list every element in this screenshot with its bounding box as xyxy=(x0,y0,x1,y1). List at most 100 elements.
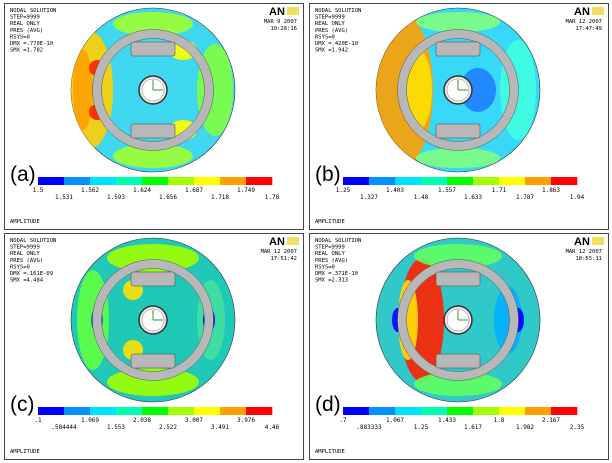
legend-label: 3.007 xyxy=(185,417,203,424)
legend-label: 1.749 xyxy=(237,187,255,194)
legend-label: 1.687 xyxy=(185,187,203,194)
ring-edge xyxy=(406,38,510,142)
time: 10:28:16 xyxy=(271,26,298,32)
header-line: PRES (AVG) xyxy=(10,258,43,264)
legend-swatch xyxy=(90,177,117,185)
legend-label: 1.94 xyxy=(570,194,585,201)
legend-swatch xyxy=(369,407,396,415)
legend-label: 2.35 xyxy=(570,424,585,431)
legend-label: 1.557 xyxy=(438,187,456,194)
magnet xyxy=(435,123,481,139)
date: MAR 12 2007 xyxy=(566,249,602,255)
legend-label: 1.48 xyxy=(414,194,429,201)
contour-region xyxy=(460,68,496,112)
header-line: NODAL SOLUTION xyxy=(10,8,56,14)
legend-label: 4.46 xyxy=(265,424,280,431)
legend-label: 1.433 xyxy=(438,417,456,424)
legend-label: 2.038 xyxy=(133,417,151,424)
legend-swatch xyxy=(142,407,169,415)
legend-label: 1.78 xyxy=(265,194,280,201)
panel-label: (b) xyxy=(315,163,341,186)
magnet xyxy=(435,353,481,369)
logo-mark xyxy=(592,7,604,15)
header-line: RSYS=0 xyxy=(10,264,30,270)
legend-label: 1.593 xyxy=(107,194,125,201)
legend-label: 1.863 xyxy=(542,187,560,194)
legend-swatch xyxy=(116,407,143,415)
header-line: DMX =.161E-09 xyxy=(10,271,53,277)
legend-swatch xyxy=(499,177,526,185)
logo: AN xyxy=(574,236,590,248)
legend-label: 1.327 xyxy=(360,194,378,201)
legend-label: 1.531 xyxy=(55,194,73,201)
legend-swatch xyxy=(447,407,474,415)
legend-swatch xyxy=(473,177,500,185)
header-line: STEP=9999 xyxy=(315,245,345,251)
legend-label: 1.069 xyxy=(81,417,99,424)
magnet xyxy=(130,123,176,139)
legend-title: AMPLITUDE xyxy=(10,219,40,225)
legend-swatch xyxy=(246,177,273,185)
stator-ring xyxy=(397,259,519,381)
legend-label: .883333 xyxy=(356,424,382,431)
legend-label: 1.617 xyxy=(464,424,482,431)
header-line: PRES (AVG) xyxy=(315,258,348,264)
ring-edge xyxy=(406,268,510,372)
legend-label: 2.167 xyxy=(542,417,560,424)
header-line: NODAL SOLUTION xyxy=(315,238,361,244)
legend-swatch xyxy=(246,407,273,415)
legend-swatch xyxy=(421,407,448,415)
stator-ring xyxy=(397,29,519,151)
time: 17:51:42 xyxy=(271,256,298,262)
contour-region xyxy=(113,144,193,168)
logo-mark xyxy=(287,237,299,245)
legend-label: 1.656 xyxy=(159,194,177,201)
legend-swatch xyxy=(473,407,500,415)
logo: AN xyxy=(269,236,285,248)
legend-label: .7 xyxy=(339,417,347,424)
legend-swatch xyxy=(395,407,422,415)
contour-region xyxy=(414,244,502,268)
legend-swatch xyxy=(64,407,91,415)
header-line: REAL ONLY xyxy=(315,251,345,257)
date: MAR 9 2007 xyxy=(264,19,297,25)
magnet xyxy=(130,271,176,287)
legend-label: .584444 xyxy=(51,424,77,431)
header-line: RSYS=0 xyxy=(315,34,335,40)
legend-swatch xyxy=(220,407,247,415)
legend-label: 1.787 xyxy=(516,194,534,201)
ring-edge xyxy=(101,38,205,142)
legend-swatch xyxy=(194,177,221,185)
header-line: DMX =.371E-10 xyxy=(315,271,358,277)
magnet xyxy=(130,41,176,57)
legend-label: 1.5 xyxy=(33,187,44,194)
magnet xyxy=(435,41,481,57)
legend-label: 1.562 xyxy=(81,187,99,194)
panel-label: (c) xyxy=(10,393,35,416)
contour-region xyxy=(113,12,193,36)
legend-swatch xyxy=(168,407,195,415)
header-line: STEP=9999 xyxy=(10,15,40,21)
legend-swatch xyxy=(38,177,65,185)
date: MAR 12 2007 xyxy=(566,19,602,25)
ring-edge xyxy=(92,259,214,381)
legend-swatch xyxy=(499,407,526,415)
legend-label: 1.25 xyxy=(336,187,351,194)
legend-swatch xyxy=(525,407,552,415)
legend-swatch xyxy=(343,407,370,415)
stator-ring xyxy=(92,259,214,381)
contour-region xyxy=(73,50,93,130)
header-line: RSYS=0 xyxy=(10,34,30,40)
header-line: SMX =1.782 xyxy=(10,48,43,54)
legend-label: 1.982 xyxy=(516,424,534,431)
legend-title: AMPLITUDE xyxy=(315,219,345,225)
panel-label: (d) xyxy=(315,393,341,416)
date: MAR 12 2007 xyxy=(261,249,297,255)
header-line: STEP=9999 xyxy=(315,15,345,21)
legend-swatch xyxy=(551,177,578,185)
header-line: DMX =.770E-10 xyxy=(10,41,53,47)
ring-edge xyxy=(397,29,519,151)
legend-label: 1.633 xyxy=(464,194,482,201)
